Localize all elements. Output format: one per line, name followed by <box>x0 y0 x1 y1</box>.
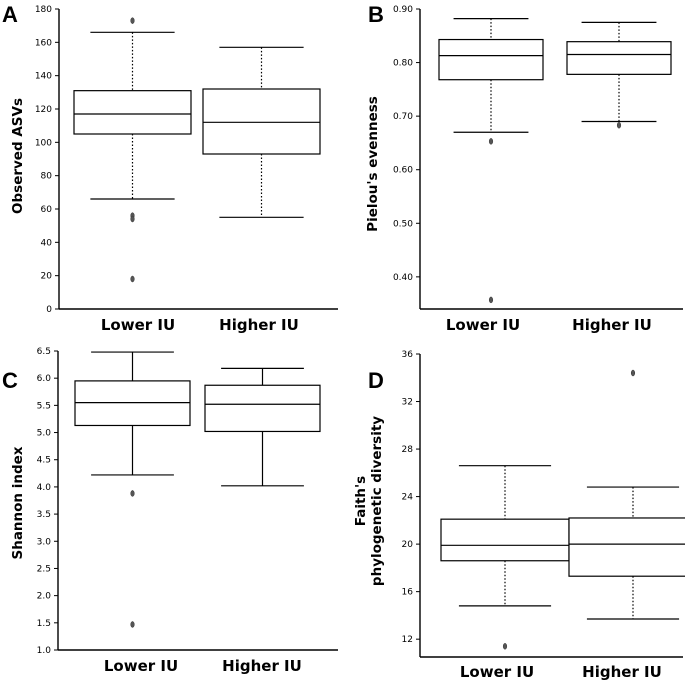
category-label: Lower IU <box>104 657 178 675</box>
y-tick-label: 16 <box>402 588 414 598</box>
y-tick-label: 2.0 <box>37 592 52 602</box>
panel-letter: B <box>368 2 384 27</box>
category-label: Higher IU <box>582 663 662 681</box>
y-tick-label: 100 <box>35 138 52 148</box>
panel-b: B 0.40 0.50 0.60 0.70 0.80 0.90 Pielou's evenne… <box>365 2 683 334</box>
box-lower-iu <box>438 38 544 81</box>
y-tick-label: 6.0 <box>37 374 52 384</box>
y-tick-label: 0.60 <box>393 166 413 176</box>
y-tick-label: 6.5 <box>37 347 51 357</box>
y-tick-label: 0.90 <box>393 5 413 15</box>
y-tick-label: 3.0 <box>37 537 52 547</box>
y-axis-label: Pielou's evenness <box>365 96 381 232</box>
category-label: Lower IU <box>460 663 534 681</box>
y-tick-label: 20 <box>402 540 414 550</box>
category-label: Higher IU <box>572 316 652 334</box>
y-tick-label: 180 <box>35 5 52 15</box>
y-tick-label: 24 <box>402 493 414 503</box>
y-axis-label-line: phylogenetic diversity <box>369 416 385 586</box>
outlier-point <box>630 369 636 377</box>
box-higher-iu <box>204 384 321 433</box>
y-tick-label: 0.70 <box>393 112 413 122</box>
y-tick-label: 28 <box>402 445 414 455</box>
y-tick-label: 5.0 <box>37 429 52 439</box>
y-tick-label: 2.5 <box>37 564 51 574</box>
outlier-point <box>130 215 135 223</box>
y-tick-label: 4.5 <box>37 456 51 466</box>
y-tick-label: 40 <box>41 238 53 248</box>
y-tick-label: 1.0 <box>37 646 52 656</box>
outlier-point <box>488 296 494 304</box>
category-label: Lower IU <box>101 316 175 334</box>
y-tick-label: 3.5 <box>37 510 51 520</box>
y-tick-label: 0 <box>46 305 52 315</box>
panel-d: D 12 16 20 24 28 32 36 Faith'sphylogenetic diver… <box>353 350 685 681</box>
y-tick-label: 0.40 <box>393 273 413 283</box>
y-tick-label: 160 <box>35 38 52 48</box>
outlier-point <box>502 643 508 650</box>
outlier-point <box>130 17 135 24</box>
panel-letter: A <box>2 2 18 27</box>
category-label: Lower IU <box>446 316 520 334</box>
y-tick-label: 12 <box>402 635 413 645</box>
box-higher-iu <box>202 88 321 155</box>
y-tick-label: 140 <box>35 72 52 82</box>
panel-letter: D <box>368 368 384 393</box>
y-axis-label: Shannon index <box>10 446 26 559</box>
panel-a: A 0 20 40 60 80 100 120 140 160 180 Observed ASVs Lo… <box>2 2 338 334</box>
outlier-point <box>488 138 494 145</box>
y-axis-label-line: Faith's <box>353 476 369 526</box>
y-tick-label: 120 <box>35 105 52 115</box>
box-lower-iu <box>73 90 192 135</box>
outlier-point <box>616 122 622 129</box>
panel-c: C 1.0 1.5 2.0 2.5 3.0 3.5 4.0 4.5 5.0 5.5 6.0 6.5 Sha… <box>2 347 338 675</box>
outlier-point <box>130 621 135 628</box>
outlier-point <box>130 275 135 283</box>
box-lower-iu <box>440 518 570 562</box>
category-label: Higher IU <box>219 316 299 334</box>
panel-letter: C <box>2 368 18 393</box>
outlier-point <box>130 490 135 497</box>
y-tick-label: 0.50 <box>393 219 413 229</box>
category-label: Higher IU <box>222 657 302 675</box>
y-axis-label: Faith'sphylogenetic diversity <box>353 416 385 586</box>
y-tick-label: 4.0 <box>37 483 52 493</box>
y-tick-label: 32 <box>402 398 413 408</box>
y-axis-label: Observed ASVs <box>10 98 26 214</box>
y-tick-label: 36 <box>402 350 414 360</box>
y-tick-label: 60 <box>41 205 53 215</box>
y-tick-label: 1.5 <box>37 619 51 629</box>
y-tick-label: 80 <box>41 172 53 182</box>
box-higher-iu <box>566 41 672 75</box>
y-tick-label: 0.80 <box>393 59 413 69</box>
box-higher-iu <box>568 517 685 577</box>
y-tick-label: 5.5 <box>37 401 51 411</box>
y-tick-label: 20 <box>41 272 53 282</box>
